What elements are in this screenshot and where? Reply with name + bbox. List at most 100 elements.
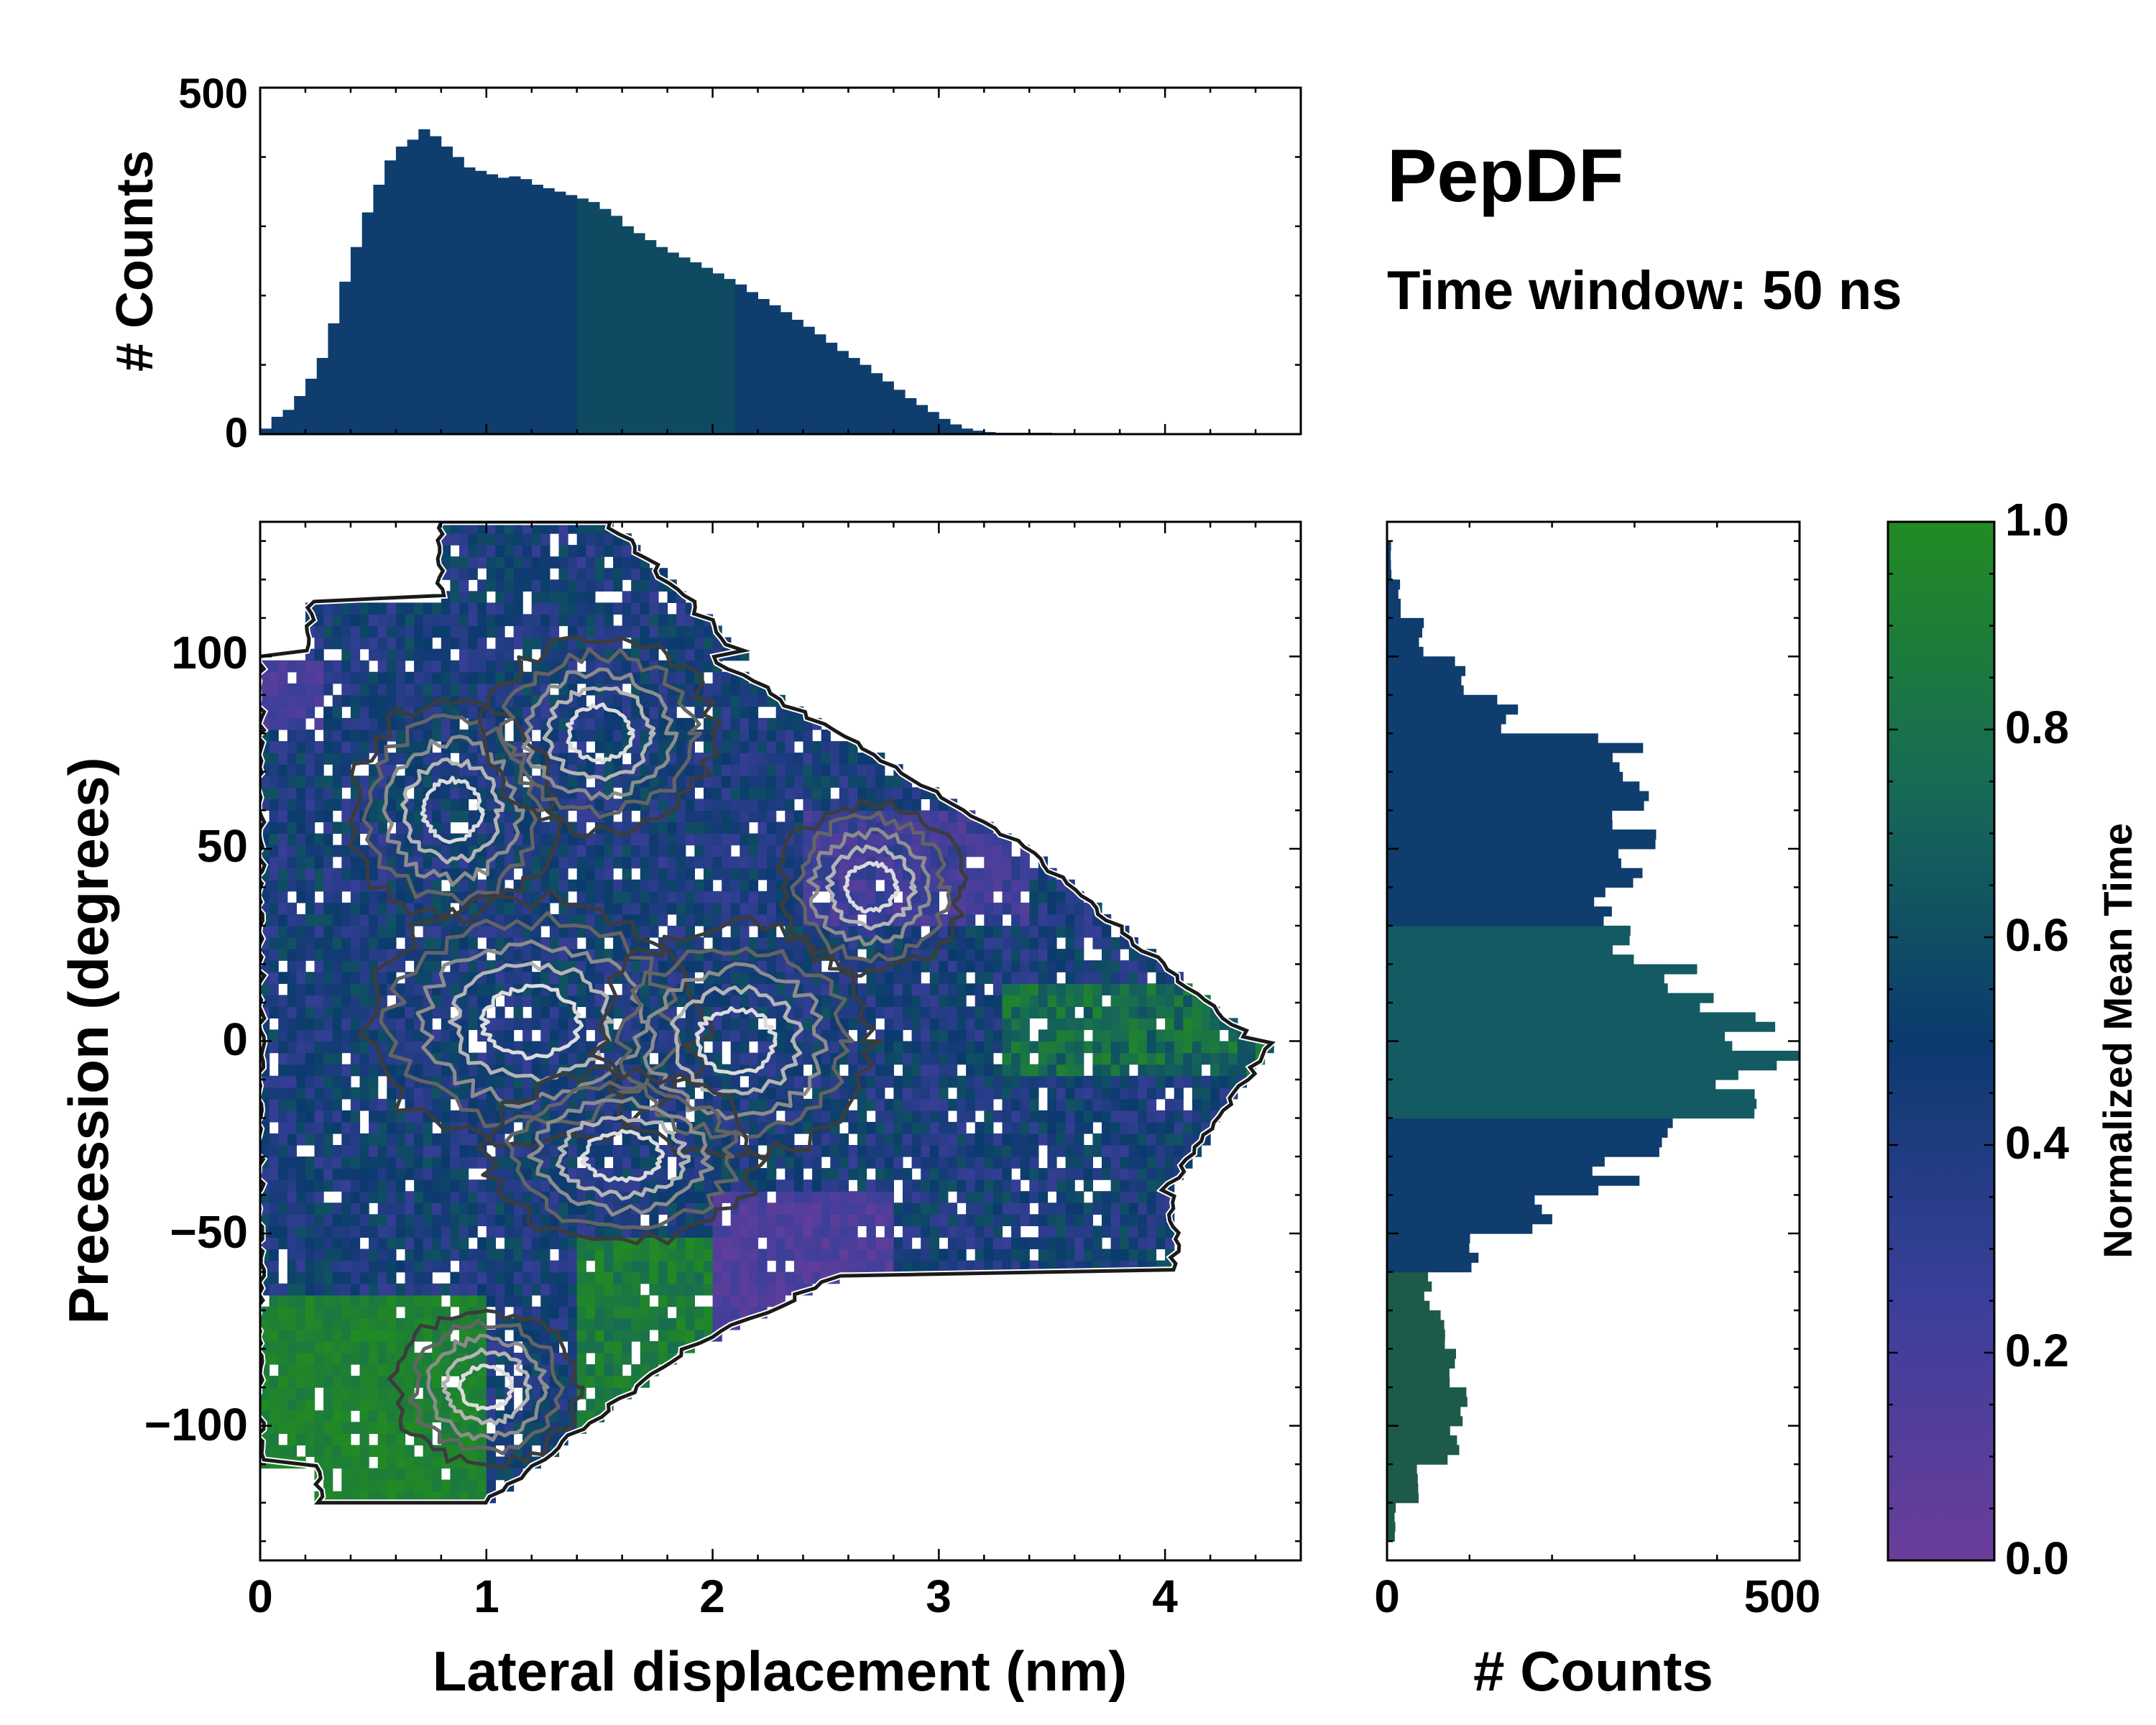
heatmap-cell: [1020, 1156, 1030, 1169]
heatmap-cell: [296, 1422, 306, 1434]
heatmap-cell: [812, 1237, 822, 1250]
heatmap-cell: [1165, 1029, 1175, 1042]
heatmap-cell: [314, 1121, 324, 1134]
heatmap-cell: [803, 787, 813, 799]
heatmap-cell: [1029, 960, 1039, 972]
heatmap-cell: [866, 1133, 876, 1146]
heatmap-cell: [839, 1133, 849, 1146]
heatmap-cell: [740, 1294, 750, 1307]
heatmap-cell: [269, 1294, 279, 1307]
heatmap-cell: [966, 902, 976, 915]
heatmap-cell: [1074, 902, 1084, 915]
heatmap-cell: [522, 995, 533, 1007]
heatmap-cell: [405, 1121, 415, 1134]
heatmap-cell: [1110, 960, 1120, 972]
heatmap-cell: [441, 995, 451, 1007]
heatmap-cell: [875, 1191, 885, 1203]
heatmap-cell: [314, 914, 324, 926]
heatmap-cell: [305, 1237, 315, 1250]
heatmap-cell: [296, 1225, 306, 1238]
heatmap-cell: [323, 753, 333, 765]
heatmap-cell: [893, 1075, 903, 1088]
heatmap-cell: [830, 1191, 840, 1203]
heatmap-cell: [767, 833, 777, 846]
heatmap-cell: [730, 995, 740, 1007]
heatmap-cell: [803, 1018, 813, 1031]
heatmap-cell: [1156, 972, 1166, 984]
heatmap-cell: [1047, 1018, 1057, 1031]
heatmap-cell: [984, 856, 994, 869]
heatmap-cell: [947, 1202, 958, 1215]
heatmap-cell: [586, 1225, 596, 1238]
heatmap-cell: [296, 1317, 306, 1330]
heatmap-cell: [992, 1018, 1003, 1031]
heatmap-cell: [305, 1248, 315, 1261]
heatmap-cell: [269, 1340, 279, 1353]
heatmap-cell: [332, 1248, 342, 1261]
heatmap-cell: [839, 1179, 849, 1192]
heatmap-cell: [1237, 1052, 1248, 1065]
heatmap-cell: [1083, 1098, 1093, 1111]
heatmap-cell: [658, 1225, 668, 1238]
heatmap-cell: [369, 1353, 379, 1365]
heatmap-cell: [992, 1237, 1003, 1250]
heatmap-cell: [884, 1110, 894, 1123]
heatmap-cell: [722, 776, 732, 788]
heatmap-cell: [975, 1168, 985, 1180]
heatmap-cell: [857, 1098, 867, 1111]
heatmap-cell: [1065, 1225, 1075, 1238]
heatmap-cell: [884, 776, 894, 788]
heatmap-cell: [613, 1340, 623, 1353]
heatmap-cell: [486, 1271, 496, 1284]
heatmap-cell: [1138, 983, 1148, 995]
heatmap-cell: [594, 833, 605, 846]
heatmap-cell: [631, 972, 641, 984]
heatmap-cell: [1120, 1052, 1130, 1065]
heatmap-cell: [278, 1041, 288, 1054]
heatmap-cell: [658, 1283, 668, 1296]
heatmap-cell: [568, 1283, 578, 1296]
heatmap-cell: [323, 1018, 333, 1031]
heatmap-cell: [513, 1376, 523, 1388]
heatmap-cell: [423, 1202, 433, 1215]
heatmap-cell: [540, 1260, 550, 1273]
heatmap-cell: [341, 1456, 351, 1469]
heatmap-cell: [369, 1399, 379, 1411]
heatmap-cell: [649, 753, 659, 765]
heatmap-cell: [369, 925, 379, 938]
heatmap-cell: [1092, 1087, 1102, 1100]
heatmap-cell: [1056, 960, 1067, 972]
heatmap-cell: [947, 960, 958, 972]
heatmap-cell: [586, 891, 596, 903]
heatmap-cell: [432, 1225, 442, 1238]
heatmap-cell: [505, 1029, 515, 1042]
heatmap-cell: [658, 902, 668, 915]
heatmap-cell: [793, 833, 804, 846]
heatmap-cell: [1165, 1052, 1175, 1065]
heatmap-cell: [531, 753, 541, 765]
heatmap-cell: [1102, 1087, 1112, 1100]
heatmap-cell: [359, 1075, 369, 1088]
heatmap-cell: [414, 1456, 424, 1469]
heatmap-cell: [947, 1041, 958, 1054]
heatmap-cell: [975, 1052, 985, 1065]
heatmap-cell: [576, 960, 586, 972]
heatmap-cell: [486, 1202, 496, 1215]
heatmap-cell: [685, 902, 695, 915]
heatmap-cell: [1038, 1041, 1049, 1054]
heatmap-cell: [486, 1479, 496, 1492]
heatmap-cell: [785, 902, 795, 915]
heatmap-cell: [712, 1041, 722, 1054]
heatmap-cell: [903, 1133, 913, 1146]
heatmap-cell: [323, 1041, 333, 1054]
heatmap-cell: [775, 1237, 786, 1250]
heatmap-cell: [1047, 925, 1057, 938]
heatmap-cell: [522, 1306, 533, 1319]
heatmap-cell: [676, 1317, 686, 1330]
heatmap-cell: [667, 891, 677, 903]
heatmap-cell: [594, 995, 605, 1007]
heatmap-cell: [486, 1260, 496, 1273]
heatmap-cell: [775, 983, 786, 995]
heatmap-cell: [323, 914, 333, 926]
heatmap-cell: [1120, 1110, 1130, 1123]
